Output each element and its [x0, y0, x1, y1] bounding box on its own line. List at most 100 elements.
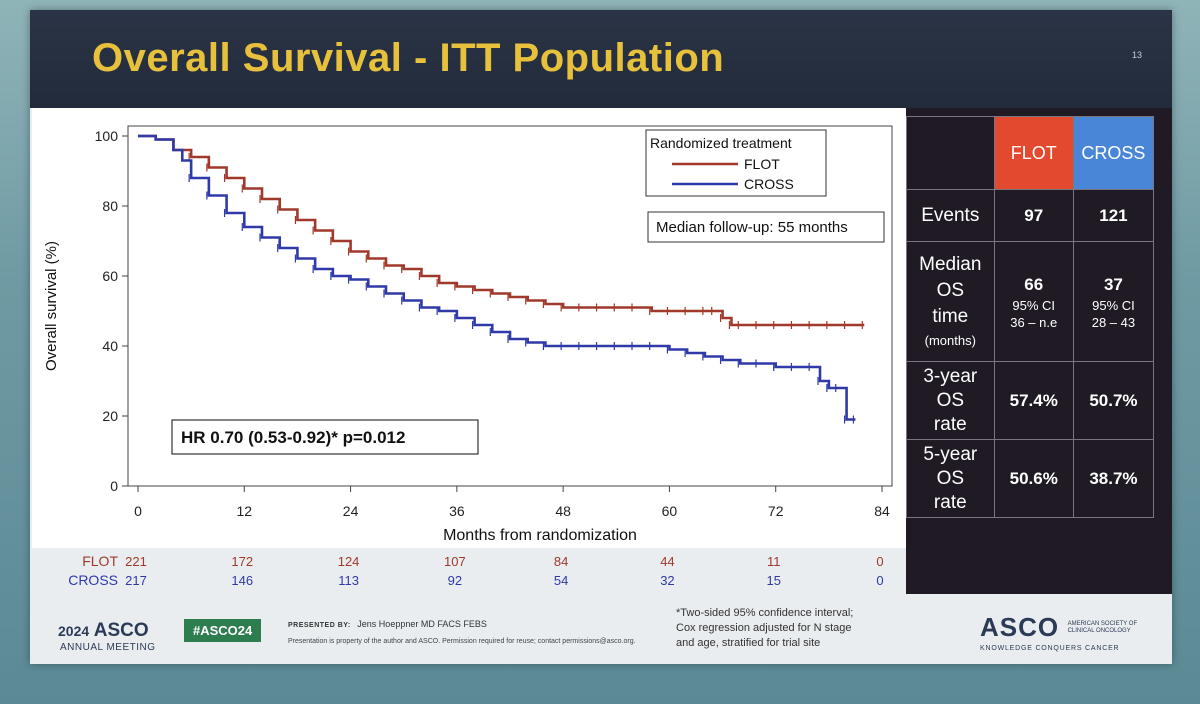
five-year-label-line1: 5-year	[923, 443, 978, 465]
x-tick-label-72: 72	[768, 503, 784, 519]
median-label-unit: (months)	[924, 332, 976, 348]
header-flot: FLOT	[993, 116, 1074, 190]
median-cross: 37 95% CI 28 – 43	[1072, 241, 1155, 362]
three-year-row: 3-year OS rate 57.4% 50.7%	[906, 361, 1155, 440]
three-year-label: 3-year OS rate	[906, 361, 995, 440]
at-risk-count: 54	[554, 573, 568, 588]
median-followup-box	[647, 211, 885, 243]
x-tick-label-0: 0	[134, 503, 142, 519]
x-tick-label-24: 24	[343, 503, 359, 519]
footnote-line3: and age, stratified for trial site	[676, 637, 821, 649]
presented-by: PRESENTED BY: Jens Hoeppner MD FACS FEBS	[288, 619, 487, 629]
stats-corner-cell	[906, 116, 995, 190]
society-line2: CLINICAL ONCOLOGY	[1067, 627, 1131, 634]
y-tick-label-40: 40	[102, 338, 118, 354]
median-followup-text: Median follow-up: 55 months	[656, 219, 848, 236]
footer: 2024 ASCO ANNUAL MEETING #ASCO24 PRESENT…	[30, 594, 1172, 664]
median-row: Median OS time (months) 66 95% CI 36 – n…	[906, 241, 1155, 362]
median-flot-ci-label: 95% CI	[1012, 297, 1056, 313]
footnote: *Two-sided 95% confidence interval; Cox …	[676, 606, 906, 651]
five-year-flot: 50.6%	[993, 439, 1074, 518]
median-cross-ci-label: 95% CI	[1092, 297, 1135, 313]
median-flot-ci: 36 – n.e	[1010, 314, 1058, 330]
events-flot: 97	[993, 189, 1074, 242]
at-risk-count: 92	[448, 573, 462, 588]
slide-number: 13	[1131, 50, 1142, 60]
stats-table: FLOT CROSS Events 97 121 Median OS time …	[906, 116, 1155, 518]
five-year-label-line2: OS	[936, 467, 965, 489]
x-axis-label: Months from randomization	[443, 527, 637, 544]
title-bar: Overall Survival - ITT Population 13	[30, 10, 1172, 108]
median-label-line2: OS	[936, 279, 965, 301]
slide: Overall Survival - ITT Population 13 0 20…	[30, 10, 1172, 664]
asco-logo-text: ASCO	[980, 612, 1060, 642]
at-risk-table: FLOT 221 172 124 107 84 44 11 0 CROSS 217 146 113 92 5…	[68, 553, 883, 588]
at-risk-count: 0	[876, 554, 883, 569]
at-risk-count: 15	[766, 573, 780, 588]
at-risk-count: 84	[554, 554, 568, 569]
x-tick-label-12: 12	[236, 503, 252, 519]
series-line-cross	[138, 134, 856, 421]
hashtag-badge: #ASCO24	[184, 619, 262, 642]
at-risk-count: 217	[125, 573, 147, 588]
median-flot-value: 66	[1024, 274, 1044, 294]
x-tick-label-60: 60	[662, 503, 678, 519]
y-tick-label-0: 0	[110, 478, 118, 494]
asco-society-logo: ASCO AMERICAN SOCIETY OF CLINICAL ONCOLO…	[980, 612, 1142, 652]
events-row: Events 97 121	[906, 189, 1155, 242]
y-tick-label-20: 20	[102, 408, 118, 424]
at-risk-count: 32	[660, 573, 674, 588]
stats-panel: FLOT CROSS Events 97 121 Median OS time …	[906, 108, 1172, 594]
y-tick-label-100: 100	[95, 128, 119, 144]
events-label: Events	[906, 189, 995, 242]
five-year-cross: 38.7%	[1072, 439, 1155, 518]
presenter-name: Jens Hoeppner MD FACS FEBS	[357, 619, 487, 629]
at-risk-count: 124	[338, 554, 360, 569]
hazard-ratio-text: HR 0.70 (0.53-0.92)* p=0.012	[181, 428, 405, 447]
five-year-row: 5-year OS rate 50.6% 38.7%	[906, 439, 1155, 518]
median-label-line3: time	[932, 305, 969, 327]
meeting-name: ANNUAL MEETING	[60, 642, 156, 653]
five-year-label-line3: rate	[933, 491, 967, 513]
footnote-line2: Cox regression adjusted for N stage	[676, 622, 852, 634]
at-risk-count: 0	[876, 573, 883, 588]
median-label-line1: Median	[919, 253, 982, 275]
slide-title: Overall Survival - ITT Population	[92, 36, 725, 80]
hazard-ratio-box	[171, 419, 479, 455]
legend-label-cross: CROSS	[744, 176, 794, 192]
meeting-year: 2024	[58, 623, 90, 639]
footnote-line1: *Two-sided 95% confidence interval;	[676, 607, 854, 619]
series-line-flot	[138, 134, 865, 327]
at-risk-label-flot: FLOT	[82, 553, 118, 569]
stats-header-row: FLOT CROSS	[906, 116, 1155, 190]
property-note: Presentation is property of the author a…	[288, 638, 636, 645]
three-year-flot: 57.4%	[993, 361, 1074, 440]
at-risk-count: 113	[338, 573, 359, 588]
survival-chart: 0 20 40 60 80 100 0 12 24 36 48 60 72 84 Months from r…	[43, 125, 893, 544]
at-risk-count: 172	[231, 554, 253, 569]
at-risk-count: 107	[444, 554, 466, 569]
three-year-label-line3: rate	[933, 413, 967, 435]
median-cross-ci: 28 – 43	[1091, 314, 1136, 330]
plot-frame	[127, 125, 893, 487]
median-cross-value: 37	[1103, 274, 1123, 294]
three-year-cross: 50.7%	[1072, 361, 1155, 440]
three-year-label-line1: 3-year	[923, 365, 978, 387]
at-risk-count: 221	[125, 554, 147, 569]
y-tick-label-60: 60	[102, 268, 118, 284]
meeting-asco: ASCO	[93, 620, 149, 641]
presented-label: PRESENTED BY:	[288, 622, 351, 629]
median-label: Median OS time (months)	[906, 241, 995, 362]
x-tick-label-84: 84	[874, 503, 890, 519]
at-risk-count: 146	[231, 573, 253, 588]
asco-society-name: AMERICAN SOCIETY OF CLINICAL ONCOLOGY	[1068, 621, 1142, 635]
y-tick-label-80: 80	[102, 198, 118, 214]
events-cross: 121	[1072, 189, 1155, 242]
x-tick-label-48: 48	[555, 503, 571, 519]
five-year-label: 5-year OS rate	[906, 439, 995, 518]
header-cross: CROSS	[1072, 116, 1155, 190]
legend-label-flot: FLOT	[744, 156, 780, 172]
chart-panel: 0 20 40 60 80 100 0 12 24 36 48 60 72 84 Months from r…	[32, 108, 906, 548]
asco-tagline: KNOWLEDGE CONQUERS CANCER	[980, 645, 1120, 652]
y-axis-label: Overall survival (%)	[43, 241, 60, 371]
